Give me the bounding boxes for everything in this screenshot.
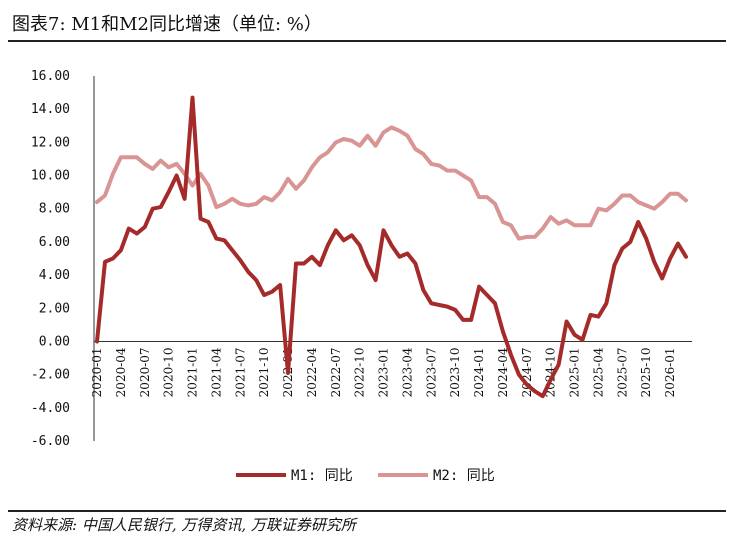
y-axis: 16.00 14.00 12.00 10.00 8.00 6.00 4.00 2.00 0.00… — [31, 69, 95, 449]
x-tick-label: 2023-01 — [377, 347, 391, 397]
y-tick-label: 0.00 — [39, 334, 70, 349]
x-tick-label: 2026-01 — [663, 347, 677, 397]
y-tick-label: 16.00 — [31, 69, 70, 84]
y-tick-label: 4.00 — [39, 268, 70, 283]
x-tick-label: 2021-04 — [209, 347, 223, 397]
y-tick-label: -4.00 — [31, 401, 70, 416]
x-tick-label: 2025-01 — [568, 347, 582, 397]
x-tick-label: 2024-04 — [496, 347, 510, 397]
x-tick-label: 2024-07 — [520, 347, 534, 397]
legend-label: M2: 同比 — [433, 468, 495, 484]
x-tick-label: 2023-10 — [448, 347, 462, 397]
series-line — [95, 125, 688, 241]
y-tick-label: 8.00 — [39, 202, 70, 217]
chart-title: 图表7: M1和M2同比增速（单位: %） — [12, 14, 322, 35]
x-tick-label: 2020-01 — [90, 347, 104, 397]
x-tick-label: 2020-07 — [138, 347, 152, 397]
x-tick-label: 2025-07 — [615, 347, 629, 397]
x-tick-label: 2021-01 — [186, 347, 200, 397]
x-tick-label: 2025-10 — [639, 347, 653, 397]
legend: M1: 同比 M2: 同比 — [236, 468, 495, 484]
x-tick-label: 2023-07 — [424, 347, 438, 397]
y-tick-label: 6.00 — [39, 235, 70, 250]
x-tick-label: 2024-01 — [472, 347, 486, 397]
y-tick-label: 10.00 — [31, 169, 70, 184]
y-tick-label: -6.00 — [31, 434, 70, 449]
series-line — [95, 95, 688, 399]
x-tick-label: 2020-04 — [114, 347, 128, 397]
y-tick-label: 2.00 — [39, 301, 70, 316]
x-tick-label: 2022-04 — [305, 347, 319, 397]
x-tick-label: 2022-10 — [353, 347, 367, 397]
y-tick-label: 12.00 — [31, 135, 70, 150]
footer-divider — [8, 510, 726, 512]
y-tick-label: -2.00 — [31, 368, 70, 383]
legend-label: M1: 同比 — [291, 468, 353, 484]
series-lines — [95, 95, 688, 399]
x-tick-label: 2023-04 — [400, 347, 414, 397]
x-tick-label: 2021-10 — [257, 347, 271, 397]
x-axis: 2020-01 2020-04 2020-07 2020-10 2021-01 2021-… — [90, 340, 692, 397]
x-tick-label: 2025-04 — [591, 347, 605, 397]
source-note: 资料来源: 中国人民银行, 万得资讯, 万联证券研究所 — [12, 516, 356, 534]
x-tick-label: 2020-10 — [162, 347, 176, 397]
x-tick-label: 2022-07 — [329, 347, 343, 397]
x-tick-label: 2021-07 — [233, 347, 247, 397]
y-tick-label: 14.00 — [31, 102, 70, 117]
title-bar: 图表7: M1和M2同比增速（单位: %） — [8, 6, 726, 42]
